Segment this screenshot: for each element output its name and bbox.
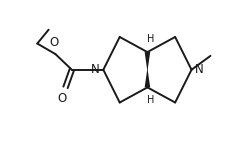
Text: H: H (147, 95, 154, 106)
Text: O: O (57, 92, 66, 105)
Polygon shape (145, 68, 150, 87)
Text: N: N (91, 63, 100, 76)
Text: H: H (147, 34, 154, 44)
Text: N: N (195, 63, 204, 76)
Text: O: O (50, 36, 59, 49)
Polygon shape (145, 52, 150, 72)
